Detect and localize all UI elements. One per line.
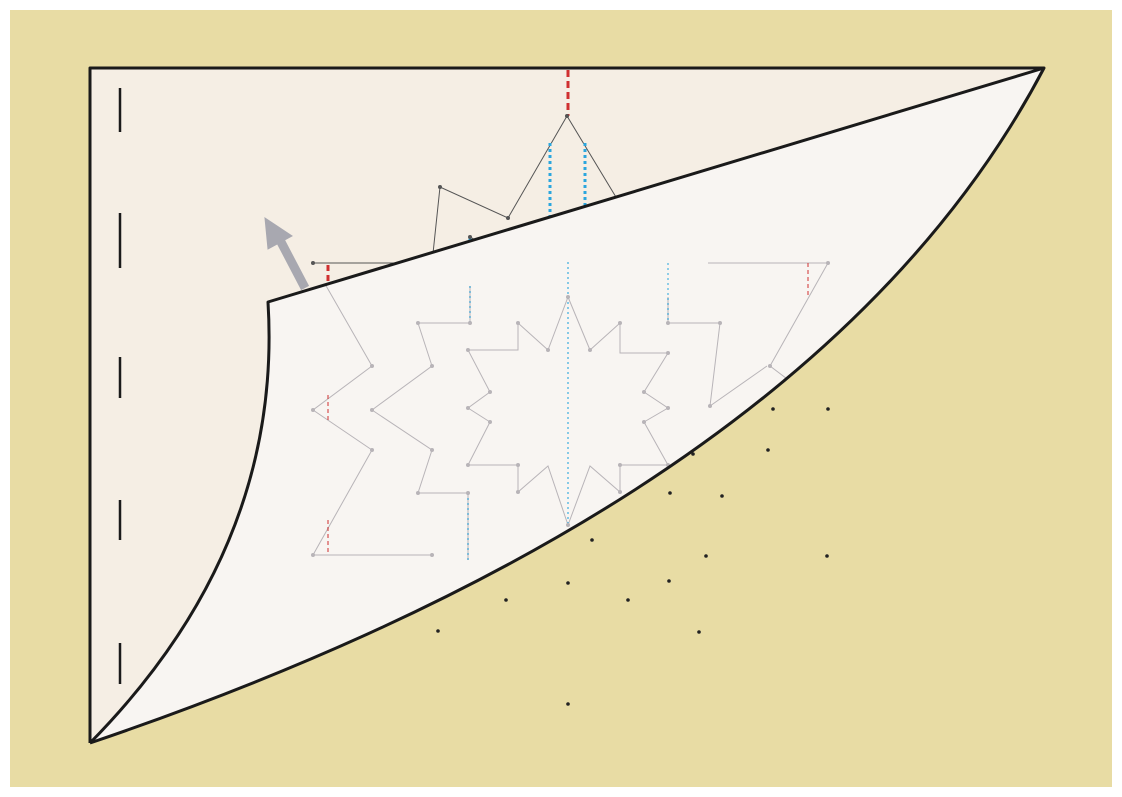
reference-dot: [771, 407, 775, 411]
flap-pattern: [311, 261, 830, 560]
reference-dot: [668, 491, 672, 495]
reference-dot: [825, 554, 829, 558]
reference-dot: [766, 448, 770, 452]
reference-dot: [504, 598, 508, 602]
reference-dot: [566, 581, 570, 585]
reference-dot: [826, 407, 830, 411]
reference-dot: [667, 579, 671, 583]
reference-dot: [566, 702, 570, 706]
pattern-vertices-faint: [311, 261, 830, 557]
reference-dot: [626, 598, 630, 602]
reference-dot: [704, 554, 708, 558]
reference-dot: [691, 452, 695, 456]
paper-outline: [88, 66, 1046, 745]
flap-outline: [88, 66, 1045, 745]
reference-dot: [590, 538, 594, 542]
arrow-up-left-icon: [264, 216, 310, 291]
reference-dot: [720, 494, 724, 498]
reference-dot: [436, 629, 440, 633]
paper-flap: [90, 68, 1044, 743]
pattern-left-edge: [312, 262, 432, 556]
reference-dot: [697, 630, 701, 634]
